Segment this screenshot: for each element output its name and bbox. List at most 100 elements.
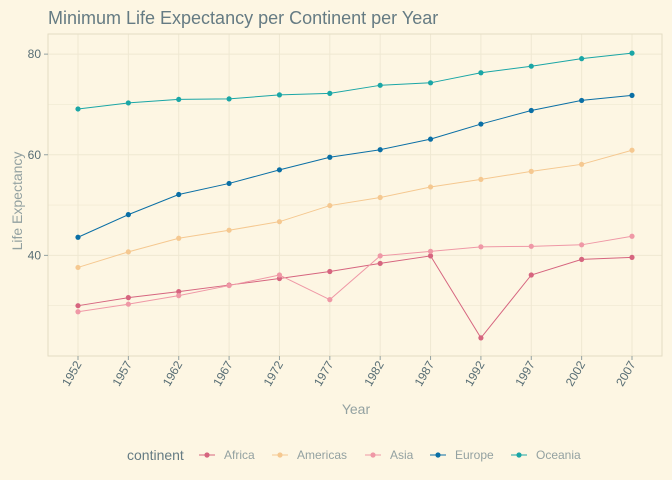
y-axis-title: Life Expectancy	[9, 152, 25, 251]
data-point	[478, 121, 484, 127]
legend-title: continent	[127, 447, 184, 463]
data-point	[75, 264, 81, 271]
data-point	[528, 63, 534, 69]
x-tick-label: 1987	[412, 358, 438, 388]
x-tick-label: 1997	[512, 358, 538, 388]
data-point	[478, 335, 484, 341]
legend-key-point	[204, 452, 210, 458]
legend-key-point	[435, 452, 441, 458]
x-tick-label: 1972	[261, 358, 287, 388]
data-point	[327, 268, 333, 275]
legend-key-point	[516, 452, 522, 458]
series-line	[77, 94, 633, 238]
data-point	[125, 249, 131, 255]
series-africa	[75, 253, 635, 341]
legend-label: Asia	[390, 448, 414, 462]
legend-item-europe: Europe	[428, 445, 494, 465]
data-point	[528, 107, 534, 114]
legend-label: Americas	[297, 448, 347, 462]
x-tick-label: 1977	[311, 358, 337, 388]
data-point	[478, 244, 484, 250]
data-point	[176, 96, 182, 103]
data-point	[327, 297, 333, 303]
data-point	[579, 256, 585, 262]
panel-border	[47, 33, 663, 357]
data-point	[176, 293, 182, 299]
data-point	[629, 92, 635, 98]
x-tick-label: 2002	[563, 358, 589, 388]
data-point	[478, 70, 484, 76]
series-layer	[75, 50, 635, 341]
data-point	[629, 50, 635, 56]
x-tick-label: 1992	[462, 358, 488, 388]
legend-label: Africa	[224, 448, 255, 462]
data-point	[75, 309, 81, 315]
data-point	[327, 202, 333, 209]
data-point	[226, 227, 232, 233]
data-point	[629, 233, 635, 239]
data-point	[176, 191, 182, 198]
x-tick-label: 1952	[59, 358, 85, 388]
legend-item-asia: Asia	[363, 445, 414, 465]
x-tick-label: 2007	[613, 358, 639, 388]
data-point	[125, 100, 131, 106]
data-point	[276, 219, 283, 225]
data-point	[327, 154, 333, 160]
legend-item-africa: Africa	[197, 445, 255, 465]
data-point	[226, 282, 232, 289]
series-line	[77, 235, 633, 313]
series-oceania	[75, 50, 635, 112]
data-point	[377, 260, 383, 267]
data-point	[176, 235, 182, 241]
legend-label: Europe	[455, 448, 494, 462]
series-line	[77, 52, 633, 110]
data-point	[579, 242, 585, 248]
data-point	[75, 106, 81, 112]
data-point	[276, 272, 283, 278]
data-point	[579, 161, 585, 167]
data-point	[427, 184, 434, 190]
y-tick-label: 80	[28, 47, 42, 61]
data-point	[478, 176, 484, 183]
data-point	[427, 136, 434, 142]
data-point	[125, 212, 131, 218]
data-point	[579, 97, 585, 104]
data-point	[176, 289, 182, 295]
data-point	[427, 253, 434, 259]
series-asia	[75, 233, 635, 315]
legend-label: Oceania	[536, 448, 581, 462]
y-tick-label: 60	[28, 148, 42, 162]
legend: continent Africa Americas Asia Europe Oceani…	[127, 445, 581, 465]
grid	[48, 34, 662, 356]
data-point	[528, 243, 534, 249]
series-line	[77, 255, 633, 339]
data-point	[377, 147, 383, 153]
y-axis: 40 60 80	[28, 47, 48, 262]
data-point	[629, 147, 635, 153]
data-point	[377, 253, 383, 259]
y-tick-label: 40	[28, 248, 42, 262]
legend-key-point	[277, 452, 283, 458]
x-axis: 1952 1957 1962 1967 1972 1977 1982 1987 1992 1997…	[59, 356, 639, 389]
data-point	[75, 234, 81, 240]
data-point	[327, 90, 333, 96]
series-europe	[75, 92, 635, 240]
data-point	[75, 303, 81, 309]
x-tick-label: 1962	[160, 358, 186, 388]
data-point	[629, 254, 635, 260]
data-point	[377, 194, 383, 201]
data-point	[125, 301, 131, 307]
data-point	[125, 295, 131, 301]
data-point	[276, 167, 283, 173]
data-point	[377, 82, 383, 88]
x-tick-label: 1982	[361, 358, 387, 388]
data-point	[427, 80, 434, 86]
data-point	[528, 168, 534, 174]
x-tick-label: 1967	[210, 358, 236, 388]
data-point	[579, 56, 585, 62]
x-tick-label: 1957	[109, 358, 135, 388]
series-americas	[75, 147, 635, 271]
chart-title: Minimum Life Expectancy per Continent pe…	[48, 8, 438, 28]
